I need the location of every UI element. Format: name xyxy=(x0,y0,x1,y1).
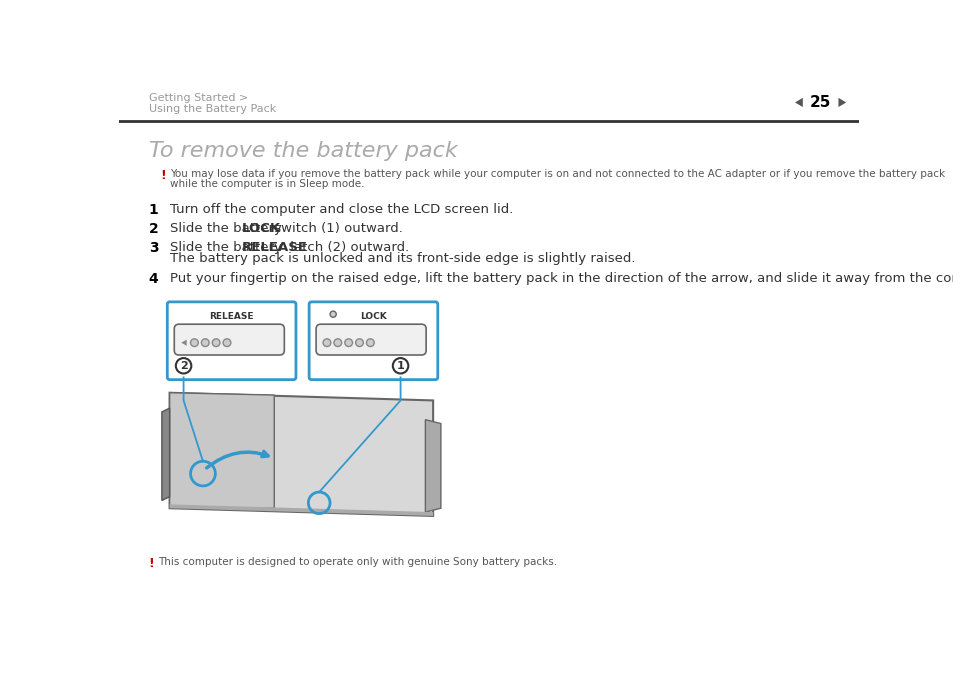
Circle shape xyxy=(366,339,374,346)
Polygon shape xyxy=(794,98,802,107)
Polygon shape xyxy=(170,393,433,516)
FancyBboxPatch shape xyxy=(315,324,426,355)
Text: latch (2) outward.: latch (2) outward. xyxy=(286,241,409,254)
Polygon shape xyxy=(170,504,433,516)
Text: Getting Started >: Getting Started > xyxy=(149,93,248,103)
Text: RELEASE: RELEASE xyxy=(241,241,308,254)
Text: !: ! xyxy=(160,169,166,183)
Polygon shape xyxy=(838,98,845,107)
Text: 2: 2 xyxy=(149,222,158,236)
Text: Turn off the computer and close the LCD screen lid.: Turn off the computer and close the LCD … xyxy=(170,203,513,216)
Text: LOCK: LOCK xyxy=(241,222,280,235)
Text: 2: 2 xyxy=(179,361,187,371)
Text: 1: 1 xyxy=(149,203,158,216)
Text: To remove the battery pack: To remove the battery pack xyxy=(149,141,457,161)
Text: The battery pack is unlocked and its front-side edge is slightly raised.: The battery pack is unlocked and its fro… xyxy=(170,252,635,265)
Circle shape xyxy=(175,358,192,373)
Text: Slide the battery: Slide the battery xyxy=(170,241,286,254)
Text: RELEASE: RELEASE xyxy=(209,312,253,321)
Circle shape xyxy=(191,339,198,346)
Polygon shape xyxy=(181,340,187,346)
Circle shape xyxy=(344,339,353,346)
Polygon shape xyxy=(162,408,170,501)
Circle shape xyxy=(212,339,220,346)
Circle shape xyxy=(355,339,363,346)
Text: 3: 3 xyxy=(149,241,158,255)
Circle shape xyxy=(223,339,231,346)
Text: !: ! xyxy=(149,557,154,570)
Text: Put your fingertip on the raised edge, lift the battery pack in the direction of: Put your fingertip on the raised edge, l… xyxy=(170,272,953,285)
FancyBboxPatch shape xyxy=(309,302,437,379)
Text: This computer is designed to operate only with genuine Sony battery packs.: This computer is designed to operate onl… xyxy=(158,557,557,567)
Text: while the computer is in Sleep mode.: while the computer is in Sleep mode. xyxy=(170,179,364,189)
FancyBboxPatch shape xyxy=(167,302,295,379)
Text: 1: 1 xyxy=(396,361,404,371)
Text: 25: 25 xyxy=(809,95,830,110)
Circle shape xyxy=(330,311,335,317)
Circle shape xyxy=(393,358,408,373)
Circle shape xyxy=(323,339,331,346)
Polygon shape xyxy=(170,393,274,508)
Text: You may lose data if you remove the battery pack while your computer is on and n: You may lose data if you remove the batt… xyxy=(170,169,943,179)
Circle shape xyxy=(334,339,341,346)
Text: LOCK: LOCK xyxy=(359,312,386,321)
FancyBboxPatch shape xyxy=(174,324,284,355)
Circle shape xyxy=(201,339,209,346)
Text: 4: 4 xyxy=(149,272,158,286)
Text: Slide the battery: Slide the battery xyxy=(170,222,286,235)
Text: Using the Battery Pack: Using the Battery Pack xyxy=(149,104,275,114)
Polygon shape xyxy=(425,420,440,512)
Text: switch (1) outward.: switch (1) outward. xyxy=(270,222,402,235)
